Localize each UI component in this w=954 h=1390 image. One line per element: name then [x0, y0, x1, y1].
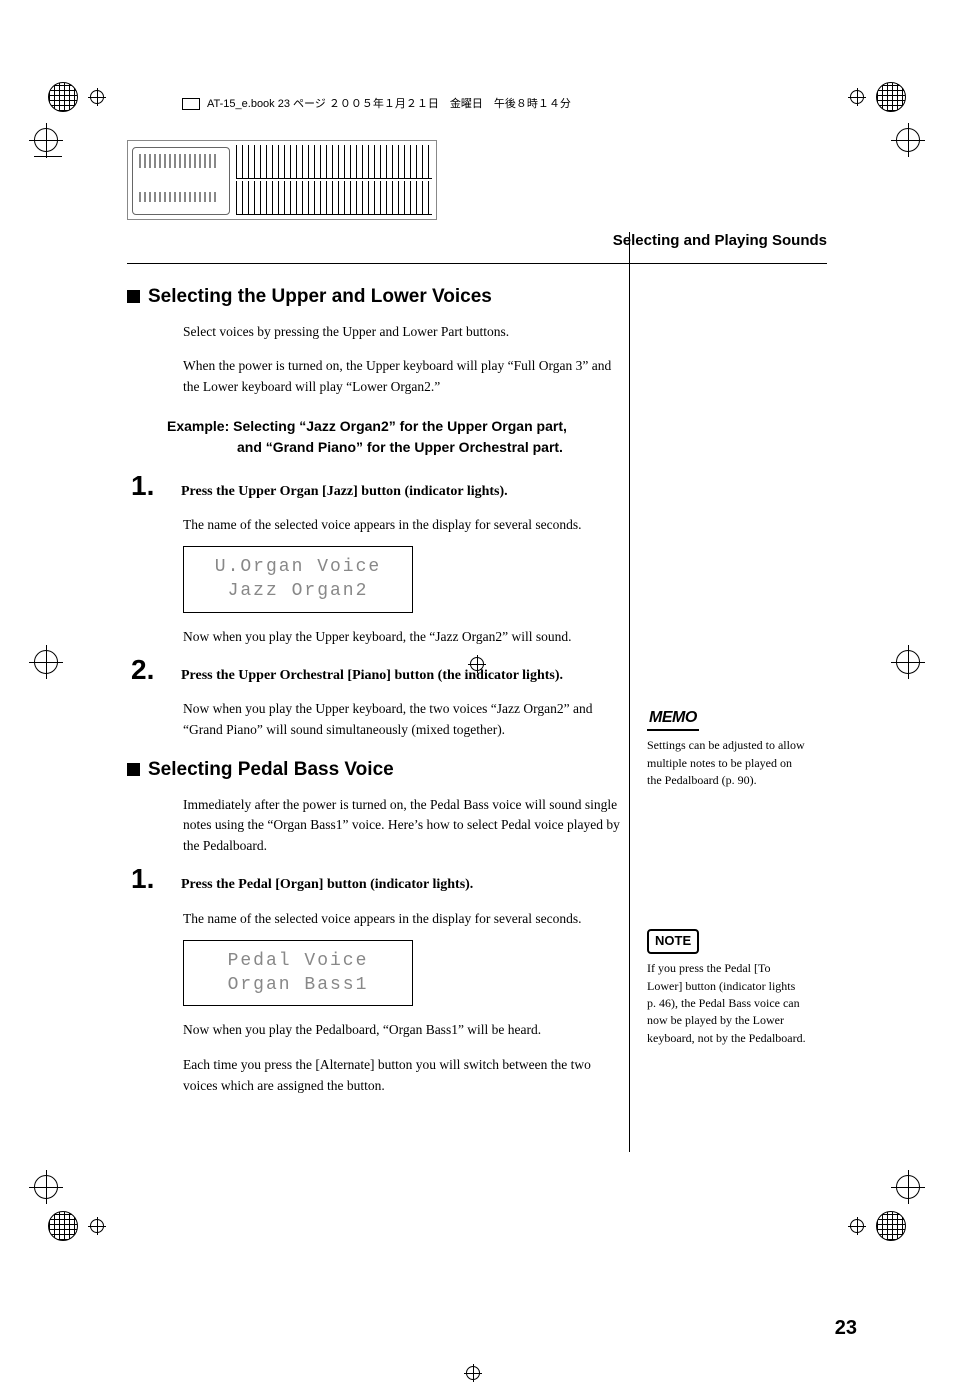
note-text: If you press the Pedal [To Lower] button… [647, 960, 807, 1047]
example-line2: and “Grand Piano” for the Upper Orchestr… [237, 439, 563, 455]
footer-registration-mark [464, 1364, 490, 1390]
step-number: 1. [131, 865, 167, 893]
horizontal-rule [127, 263, 827, 264]
registration-crosshair-bottom-right [848, 1217, 866, 1235]
step-number: 2. [131, 656, 167, 684]
column-divider [629, 232, 630, 1152]
registration-ring-left-bot [34, 1175, 58, 1199]
registration-ring-right-top [896, 128, 920, 152]
memo-label: MEMO [647, 706, 699, 731]
main-column: Selecting the Upper and Lower Voices Sel… [127, 286, 627, 1105]
body-text: The name of the selected voice appears i… [183, 515, 627, 536]
section-heading-upper-lower: Selecting the Upper and Lower Voices [127, 286, 627, 308]
crop-mark [34, 156, 62, 157]
registration-globe-br [876, 1211, 906, 1241]
center-registration-mark [468, 655, 486, 673]
registration-globe-tr [876, 82, 906, 112]
memo-block: MEMO Settings can be adjusted to allow m… [647, 706, 807, 789]
registration-globe-tl [48, 82, 78, 112]
crop-mark [46, 130, 47, 158]
note-label: NOTE [647, 929, 699, 954]
lcd-line2: Jazz Organ2 [194, 579, 402, 603]
note-block: NOTE If you press the Pedal [To Lower] b… [647, 929, 807, 1047]
page-content: AT-15_e.book 23 ページ ２００５年１月２１日 金曜日 午後８時１… [127, 140, 827, 1105]
lcd-line2: Organ Bass1 [194, 973, 402, 997]
memo-text: Settings can be adjusted to allow multip… [647, 737, 807, 789]
body-text: Select voices by pressing the Upper and … [183, 322, 627, 343]
body-text: Now when you play the Upper keyboard, th… [183, 699, 627, 741]
side-column: MEMO Settings can be adjusted to allow m… [647, 286, 807, 1105]
body-text: The name of the selected voice appears i… [183, 909, 627, 930]
step-instruction: Press the Pedal [Organ] button (indicato… [181, 874, 473, 895]
body-text: Immediately after the power is turned on… [183, 795, 627, 858]
step-instruction: Press the Upper Organ [Jazz] button (ind… [181, 481, 508, 502]
step-item: 1. Press the Pedal [Organ] button (indic… [131, 865, 627, 895]
step-item: 1. Press the Upper Organ [Jazz] button (… [131, 472, 627, 502]
body-text: Now when you play the Pedalboard, “Organ… [183, 1020, 627, 1041]
section-title-text: Selecting Pedal Bass Voice [148, 759, 394, 780]
keyboard-panel-illustration [127, 140, 437, 220]
square-bullet-icon [127, 763, 140, 776]
registration-ring-right-bot [896, 1175, 920, 1199]
square-bullet-icon [127, 290, 140, 303]
step-item: 2. Press the Upper Orchestral [Piano] bu… [131, 656, 627, 686]
lcd-display: Pedal Voice Organ Bass1 [183, 940, 413, 1007]
example-heading: Example: Selecting “Jazz Organ2” for the… [167, 416, 627, 458]
registration-crosshair-bottom-left [88, 1217, 106, 1235]
body-text: When the power is turned on, the Upper k… [183, 356, 627, 398]
step-number: 1. [131, 472, 167, 500]
step-instruction: Press the Upper Orchestral [Piano] butto… [181, 665, 563, 686]
registration-ring-left-mid [34, 650, 58, 674]
section-title-text: Selecting the Upper and Lower Voices [148, 286, 492, 307]
registration-ring-right-mid [896, 650, 920, 674]
example-line1: Example: Selecting “Jazz Organ2” for the… [167, 418, 567, 434]
body-text: Now when you play the Upper keyboard, th… [183, 627, 627, 648]
lcd-display: U.Organ Voice Jazz Organ2 [183, 546, 413, 613]
header-meta-text: AT-15_e.book 23 ページ ２００５年１月２１日 金曜日 午後８時１… [207, 95, 867, 111]
registration-crosshair-top [88, 88, 106, 106]
lcd-line1: Pedal Voice [194, 949, 402, 973]
body-text: Each time you press the [Alternate] butt… [183, 1055, 627, 1097]
registration-globe-bl [48, 1211, 78, 1241]
lcd-line1: U.Organ Voice [194, 555, 402, 579]
chapter-title: Selecting and Playing Sounds [127, 232, 827, 249]
section-heading-pedal-bass: Selecting Pedal Bass Voice [127, 759, 627, 781]
page-number: 23 [835, 1317, 857, 1340]
